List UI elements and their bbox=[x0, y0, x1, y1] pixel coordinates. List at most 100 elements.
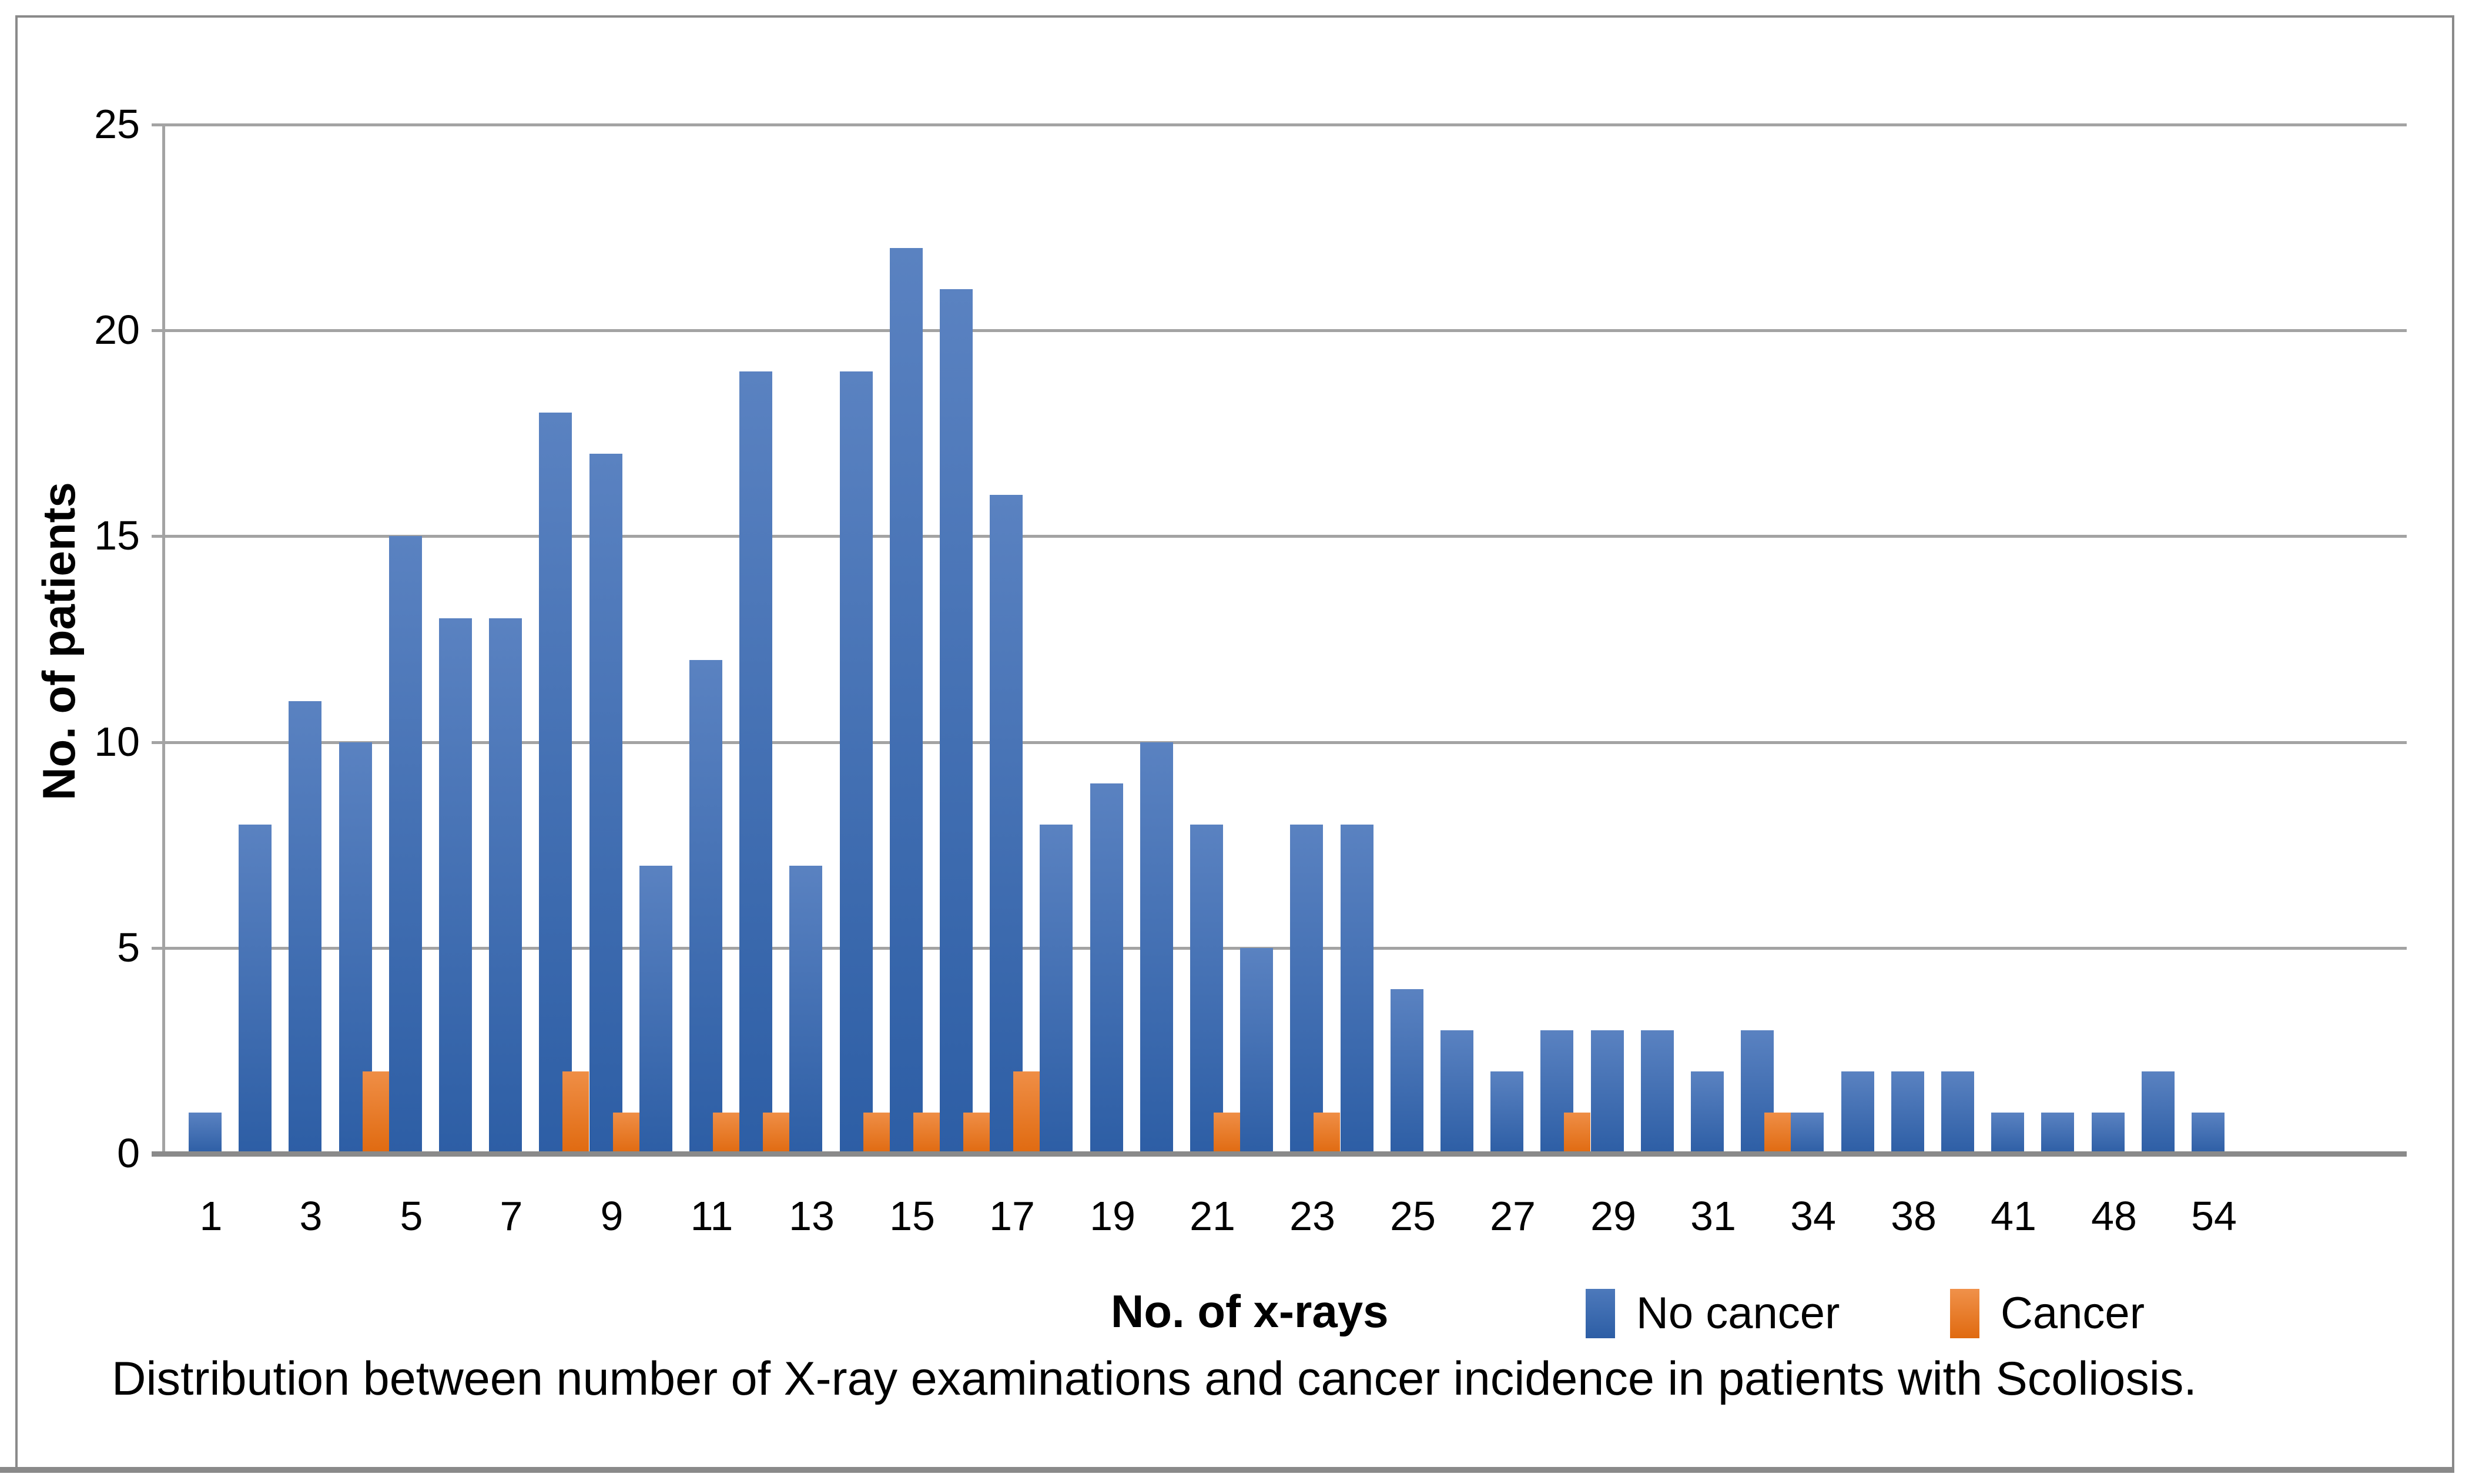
gridline-y-20 bbox=[163, 329, 2407, 332]
gridline-y-10 bbox=[163, 741, 2407, 744]
bar-no-cancer-xidx2 bbox=[239, 825, 272, 1154]
legend-item-no-cancer: No cancer bbox=[1586, 1284, 1840, 1343]
bar-cancer-x15 bbox=[913, 1113, 940, 1154]
bar-no-cancer-xidx6 bbox=[439, 618, 472, 1154]
legend-label-no-cancer: No cancer bbox=[1636, 1288, 1840, 1338]
y-tick-label-25: 25 bbox=[94, 101, 140, 147]
bar-no-cancer-xidx14 bbox=[840, 371, 873, 1154]
gridline-y-25 bbox=[163, 123, 2407, 126]
x-tick-label-9: 9 bbox=[600, 1193, 624, 1239]
bar-no-cancer-x11 bbox=[689, 660, 722, 1154]
frame-top-border bbox=[15, 15, 2454, 18]
x-tick-label-13: 13 bbox=[789, 1193, 835, 1239]
bar-cancer-x11 bbox=[713, 1113, 739, 1154]
bar-no-cancer-xidx18 bbox=[1040, 825, 1073, 1154]
bar-cancer-xidx8 bbox=[562, 1071, 589, 1154]
bar-no-cancer-x25 bbox=[1391, 989, 1423, 1154]
bar-cancer-xidx14 bbox=[863, 1113, 890, 1154]
bar-no-cancer-xidx26 bbox=[1440, 1030, 1473, 1154]
y-tick-mark bbox=[152, 123, 163, 126]
bar-no-cancer-x13 bbox=[789, 866, 822, 1154]
x-tick-label-41: 41 bbox=[1991, 1193, 2036, 1239]
bar-cancer-x9 bbox=[613, 1113, 639, 1154]
bar-no-cancer-x9 bbox=[589, 454, 622, 1154]
bar-no-cancer-xidx30 bbox=[1641, 1030, 1674, 1154]
bar-no-cancer-x34 bbox=[1791, 1113, 1824, 1154]
y-tick-mark bbox=[152, 329, 163, 332]
legend-label-cancer: Cancer bbox=[2001, 1288, 2145, 1338]
bar-no-cancer-xidx16 bbox=[940, 289, 973, 1154]
gridline-y-5 bbox=[163, 947, 2407, 950]
y-tick-mark bbox=[152, 741, 163, 744]
x-axis-line bbox=[152, 1151, 2407, 1157]
bar-cancer-x17 bbox=[1013, 1071, 1040, 1154]
bar-cancer-xidx12 bbox=[763, 1113, 789, 1154]
bar-no-cancer-x19 bbox=[1090, 783, 1123, 1154]
x-tick-label-29: 29 bbox=[1590, 1193, 1636, 1239]
x-tick-label-38: 38 bbox=[1891, 1193, 1937, 1239]
x-tick-label-5: 5 bbox=[400, 1193, 423, 1239]
bar-no-cancer-x54 bbox=[2192, 1113, 2225, 1154]
x-tick-label-3: 3 bbox=[299, 1193, 323, 1239]
bar-no-cancer-x31 bbox=[1691, 1071, 1724, 1154]
bar-no-cancer-xidx40 bbox=[2142, 1071, 2175, 1154]
bar-cancer-xidx32 bbox=[1764, 1113, 1791, 1154]
gridline-y-15 bbox=[163, 535, 2407, 538]
cancer-legend-swatch-icon bbox=[1950, 1289, 1979, 1338]
bar-no-cancer-x5 bbox=[389, 536, 422, 1154]
x-axis-title: No. of x-rays bbox=[1111, 1285, 1389, 1337]
y-tick-label-15: 15 bbox=[94, 512, 140, 558]
x-tick-label-27: 27 bbox=[1490, 1193, 1536, 1239]
frame-right-border bbox=[2452, 15, 2454, 1469]
x-tick-label-17: 17 bbox=[989, 1193, 1035, 1239]
bar-no-cancer-x38 bbox=[1891, 1071, 1924, 1154]
bar-no-cancer-xidx22 bbox=[1240, 948, 1273, 1154]
x-tick-label-31: 31 bbox=[1690, 1193, 1736, 1239]
y-tick-mark bbox=[152, 535, 163, 538]
y-tick-label-20: 20 bbox=[94, 307, 140, 353]
frame-bottom-thick-border bbox=[0, 1467, 2454, 1473]
y-axis-title: No. of patients bbox=[33, 482, 85, 800]
frame-left-border bbox=[15, 15, 18, 1469]
bar-no-cancer-xidx38 bbox=[2041, 1113, 2074, 1154]
bar-cancer-x23 bbox=[1314, 1113, 1340, 1154]
x-tick-label-48: 48 bbox=[2091, 1193, 2137, 1239]
bar-no-cancer-x27 bbox=[1490, 1071, 1523, 1154]
bar-no-cancer-x15 bbox=[890, 248, 923, 1154]
bar-no-cancer-x29 bbox=[1591, 1030, 1624, 1154]
x-tick-label-19: 19 bbox=[1090, 1193, 1135, 1239]
y-tick-label-0: 0 bbox=[117, 1130, 140, 1176]
x-tick-label-7: 7 bbox=[500, 1193, 523, 1239]
y-axis-line bbox=[162, 125, 165, 1157]
bar-no-cancer-x21 bbox=[1190, 825, 1223, 1154]
bar-no-cancer-xidx12 bbox=[739, 371, 772, 1154]
y-tick-label-5: 5 bbox=[117, 924, 140, 970]
x-tick-label-21: 21 bbox=[1190, 1193, 1235, 1239]
bar-no-cancer-x41 bbox=[1991, 1113, 2024, 1154]
bar-no-cancer-xidx8 bbox=[539, 413, 572, 1154]
x-tick-label-11: 11 bbox=[690, 1193, 733, 1239]
x-tick-label-54: 54 bbox=[2191, 1193, 2237, 1239]
bar-cancer-xidx28 bbox=[1564, 1113, 1590, 1154]
no-cancer-legend-swatch-icon bbox=[1586, 1289, 1615, 1338]
bar-no-cancer-xidx20 bbox=[1140, 742, 1173, 1154]
figure-caption: Distribution between number of X-ray exa… bbox=[112, 1352, 2197, 1405]
bar-no-cancer-x7 bbox=[489, 618, 522, 1154]
bar-no-cancer-xidx36 bbox=[1941, 1071, 1974, 1154]
bar-no-cancer-xidx24 bbox=[1341, 825, 1373, 1154]
bar-no-cancer-xidx10 bbox=[639, 866, 672, 1154]
bar-no-cancer-x3 bbox=[289, 701, 321, 1154]
bar-no-cancer-x48 bbox=[2092, 1113, 2125, 1154]
bar-no-cancer-x1 bbox=[189, 1113, 222, 1154]
legend-item-cancer: Cancer bbox=[1950, 1284, 2145, 1343]
x-tick-label-1: 1 bbox=[199, 1193, 223, 1239]
bar-no-cancer-x17 bbox=[990, 495, 1023, 1154]
bar-cancer-xidx4 bbox=[363, 1071, 389, 1154]
y-tick-mark bbox=[152, 947, 163, 950]
x-tick-label-23: 23 bbox=[1289, 1193, 1335, 1239]
x-tick-label-15: 15 bbox=[889, 1193, 935, 1239]
bar-cancer-xidx16 bbox=[963, 1113, 990, 1154]
x-tick-label-34: 34 bbox=[1790, 1193, 1836, 1239]
